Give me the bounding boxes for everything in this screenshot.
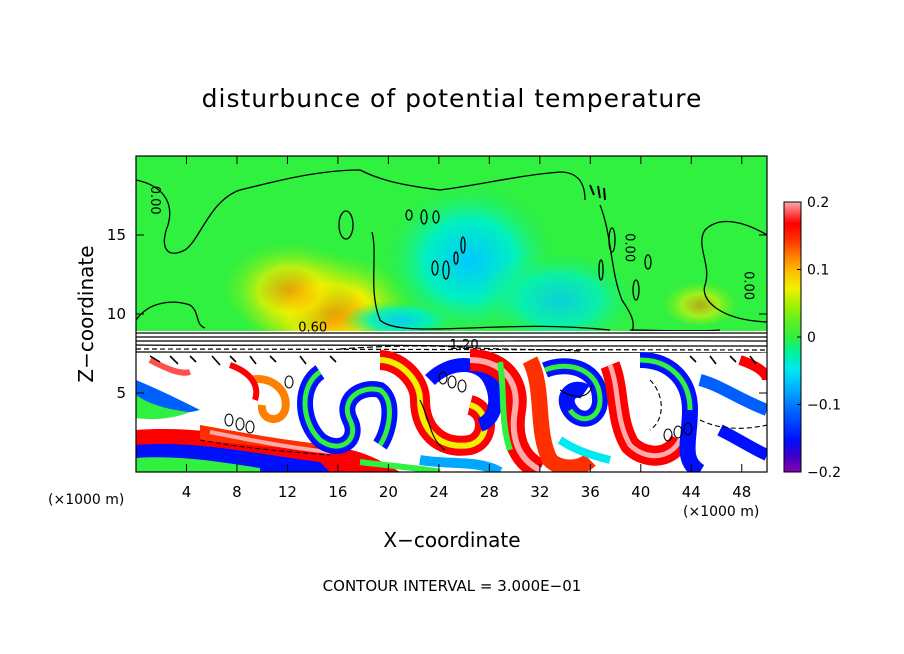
x-tick-label: 44 <box>682 483 701 501</box>
zero-contour-mid <box>371 231 611 331</box>
x-tick-label: 8 <box>232 483 242 501</box>
cool-anomaly-3 <box>340 300 460 340</box>
x-unit-right: (×1000 m) <box>683 504 759 520</box>
contour-label: 0.00 <box>147 186 162 215</box>
y-axis-label: Z−coordinate <box>74 245 98 382</box>
cool-anomaly-2 <box>480 250 640 350</box>
colorbar-tick-label: 0.2 <box>807 195 829 211</box>
zero-contour-top <box>136 169 586 254</box>
inversion-contours <box>136 332 767 354</box>
x-tick-label: 28 <box>480 483 499 501</box>
x-unit-left: (×1000 m) <box>48 492 124 508</box>
zero-contour-right-low <box>629 329 721 332</box>
lower-contours <box>149 355 767 456</box>
zero-contour-left <box>136 301 206 329</box>
upper-contours <box>136 169 767 333</box>
x-tick-label: 36 <box>581 483 600 501</box>
x-tick-label: 32 <box>530 483 549 501</box>
x-tick-label: 40 <box>631 483 650 501</box>
chart-title: disturbunce of potential temperature <box>201 84 703 113</box>
lower-field <box>136 349 767 472</box>
contour-labels: 0.00 0.00 0.00 0.60 1.20 <box>147 186 755 353</box>
colorbar-tick-label: −0.1 <box>807 398 841 414</box>
small-closed-contour <box>338 210 354 240</box>
x-tick-label: 24 <box>429 483 448 501</box>
y-tick-label: 15 <box>107 226 126 244</box>
x-tick-label: 48 <box>732 483 751 501</box>
x-tick-label: 4 <box>182 483 192 501</box>
warm-anomaly-3 <box>660 275 740 325</box>
zero-contour-col <box>599 204 634 333</box>
colorbar-ticks: 0.2 0.1 0 −0.1 −0.2 <box>797 195 841 481</box>
y-tick-label: 10 <box>107 305 126 323</box>
contour-label: 0.00 <box>622 233 637 262</box>
x-ticks: 4 8 12 16 20 24 28 32 36 40 44 48 <box>182 156 751 501</box>
x-tick-label: 12 <box>278 483 297 501</box>
contour-interval-note: CONTOUR INTERVAL = 3.000E−01 <box>322 577 582 595</box>
colorbar-tick-label: 0.1 <box>807 263 829 279</box>
y-tick-label: 5 <box>116 384 126 402</box>
colorbar-tick-label: 0 <box>807 330 816 346</box>
y-ticks: 5 10 15 <box>107 226 767 402</box>
colorbar-tick-label: −0.2 <box>807 465 841 481</box>
contour-label: 1.20 <box>450 338 479 353</box>
x-tick-label: 20 <box>379 483 398 501</box>
contour-label: 0.60 <box>298 320 327 335</box>
zero-contour-right <box>701 220 767 323</box>
warm-anomaly-2 <box>220 230 360 330</box>
x-axis-label: X−coordinate <box>383 528 520 552</box>
x-tick-label: 16 <box>328 483 347 501</box>
field-layer <box>136 156 767 472</box>
contour-label: 0.00 <box>740 271 755 300</box>
